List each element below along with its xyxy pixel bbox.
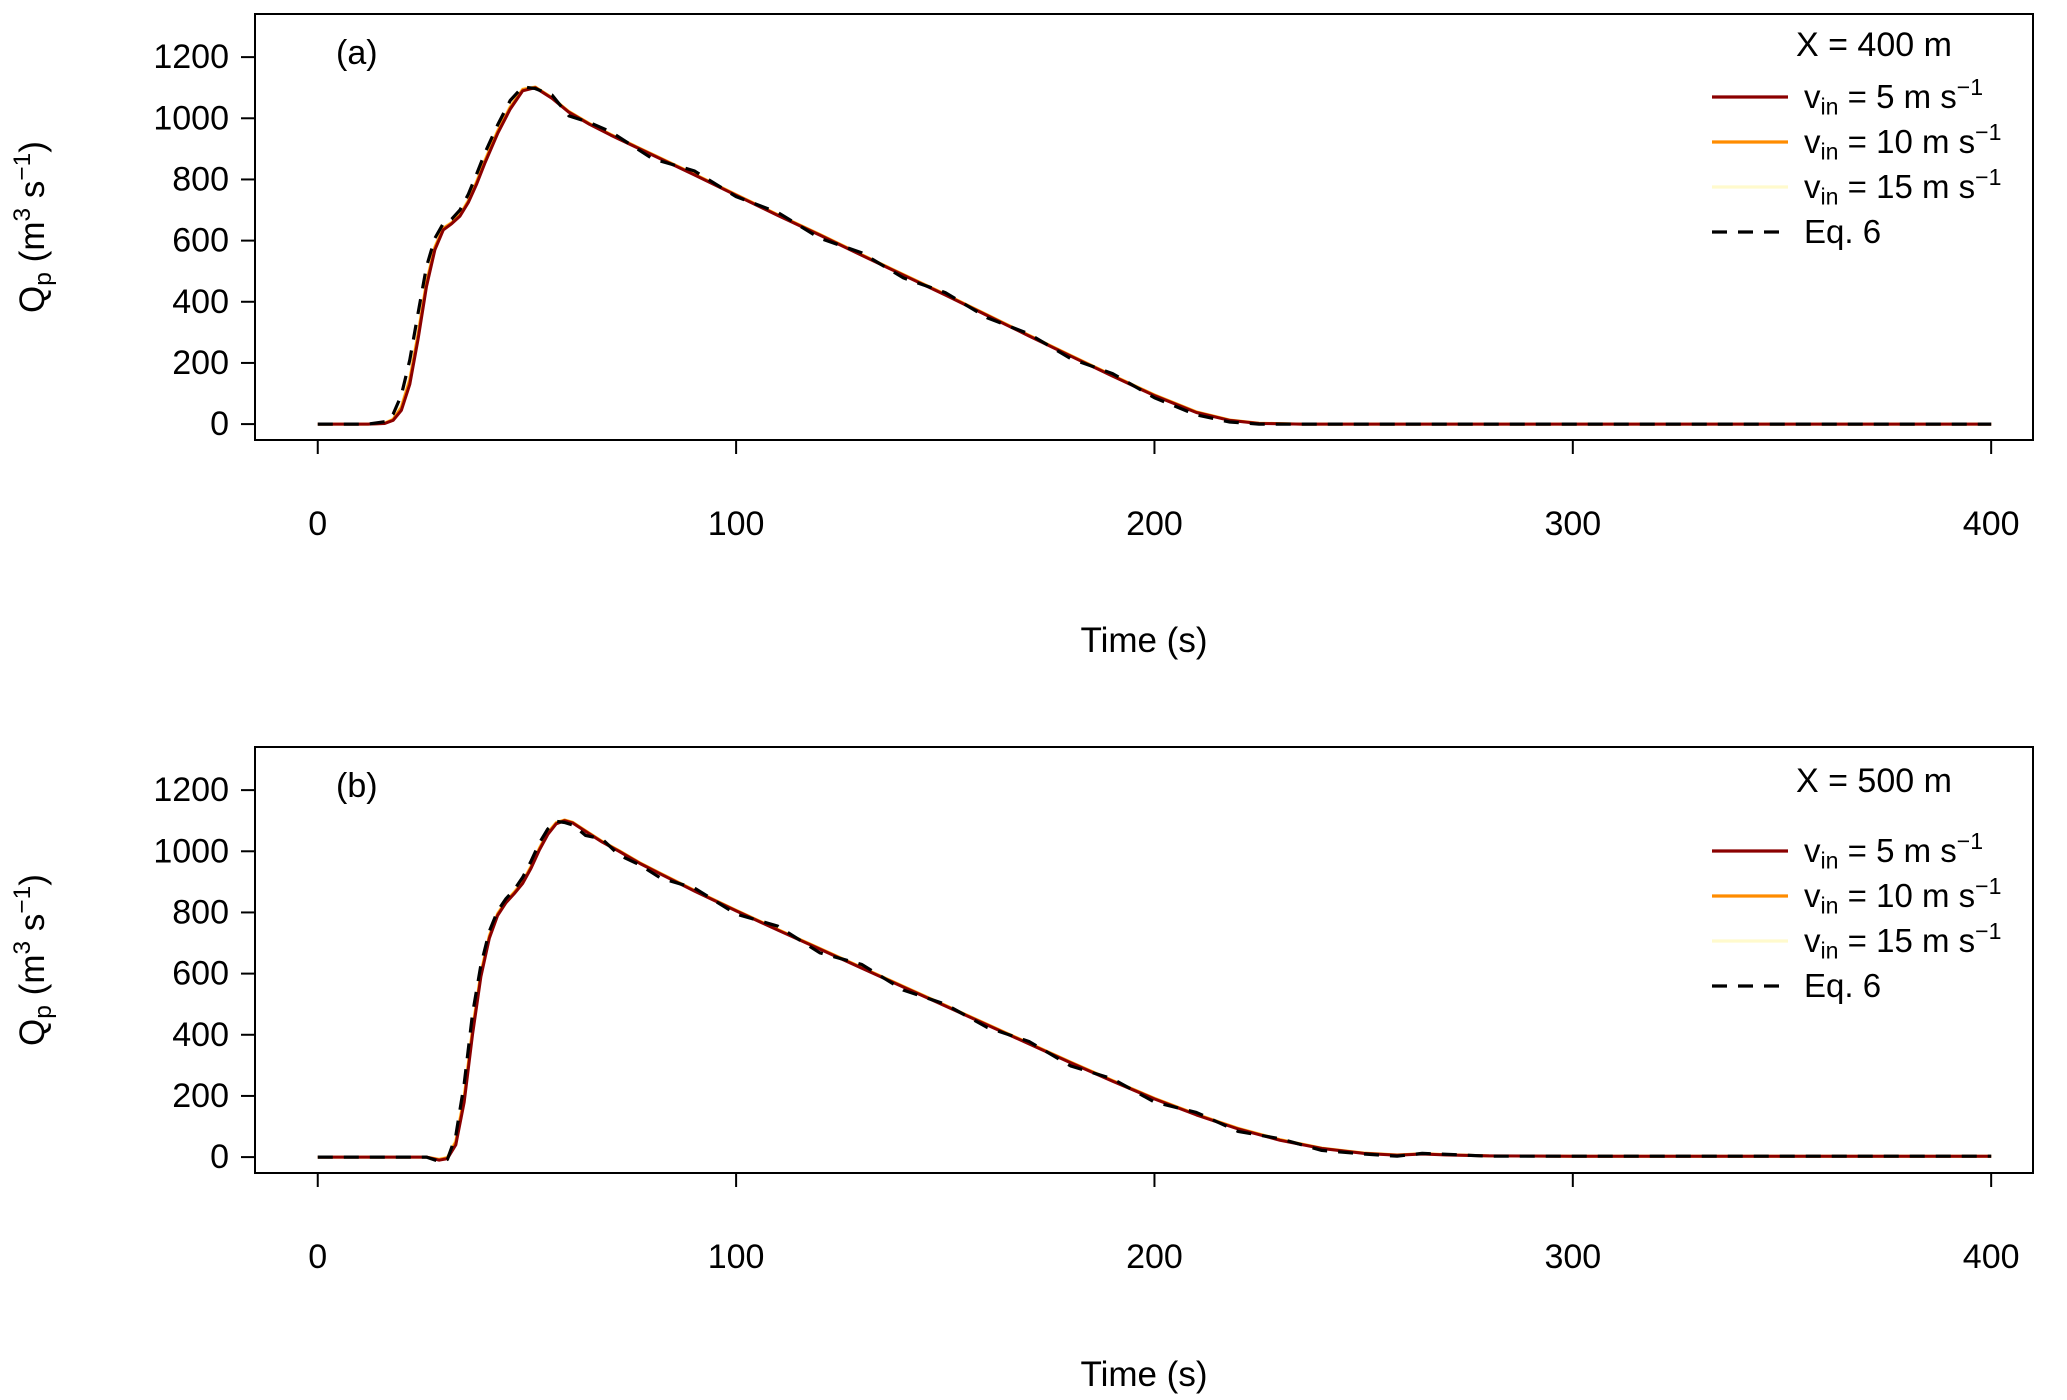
x-tick-label: 400	[1963, 1238, 2020, 1276]
series-line-2	[317, 818, 1992, 1161]
x-tick-label: 0	[308, 505, 327, 543]
hydrograph-chart-b: 0 100 200 300 400 0 200 400 600 800 1000 1200 Time (…	[9, 746, 2034, 1394]
x-tick-label: 200	[1126, 505, 1183, 543]
legend-label: vin = 5 m s−1	[1804, 74, 1983, 120]
plot-border	[254, 13, 2034, 441]
series-line-4	[317, 85, 1992, 426]
x-tick-label: 100	[708, 505, 765, 543]
legend-label: Eq. 6	[1804, 967, 1881, 1004]
y-tick-label: 200	[172, 1077, 229, 1115]
series-line-1	[317, 86, 1992, 426]
series-line-3	[317, 818, 1992, 1161]
x-tick-label: 400	[1963, 505, 2020, 543]
y-axis-title: Qp (m3 s−1)	[9, 141, 57, 313]
x-axis-title: Time (s)	[1080, 1355, 1207, 1394]
y-tick-label: 200	[172, 344, 229, 382]
plot-border	[254, 746, 2034, 1174]
legend-title: X = 500 m	[1796, 762, 1952, 800]
panel-b: 0 100 200 300 400 0 200 400 600 800 1000 1200 Time (…	[0, 700, 2067, 1400]
x-tick-label: 300	[1544, 505, 1601, 543]
y-tick-label: 400	[172, 283, 229, 321]
y-tick-label: 1200	[153, 38, 229, 76]
x-axis: 0 100 200 300 400	[308, 1173, 2020, 1276]
x-tick-label: 0	[308, 1238, 327, 1276]
panel-a: 0 100 200 300 400 0 200 400 600 800 1000 1200 Time (…	[9, 13, 2034, 660]
x-axis: 0 100 200 300 400	[308, 440, 2020, 543]
y-tick-label: 400	[172, 1016, 229, 1054]
series-line-1	[317, 819, 1992, 1162]
series-line-2	[317, 85, 1992, 426]
panel-label: (a)	[336, 34, 378, 72]
panel-label: (b)	[336, 767, 378, 805]
y-tick-label: 1000	[153, 832, 229, 870]
legend-label: vin = 15 m s−1	[1804, 918, 2001, 964]
x-axis-title: Time (s)	[1080, 621, 1207, 660]
series-line-4	[317, 819, 1992, 1163]
series-line-3	[317, 85, 1992, 426]
x-tick-label: 100	[708, 1238, 765, 1276]
y-axis: 0 200 400 600 800 1000 1200	[153, 38, 255, 443]
legend-title: X = 400 m	[1796, 26, 1952, 64]
legend-label: vin = 10 m s−1	[1804, 873, 2001, 919]
y-tick-label: 1200	[153, 771, 229, 809]
y-tick-label: 600	[172, 222, 229, 260]
hydrograph-chart-a: 0 100 200 300 400 0 200 400 600 800 1000 1200 Time (…	[9, 13, 2034, 660]
y-axis-title: Qp (m3 s−1)	[9, 874, 57, 1046]
x-tick-label: 200	[1126, 1238, 1183, 1276]
y-tick-label: 0	[210, 405, 229, 443]
y-tick-label: 0	[210, 1138, 229, 1176]
legend-label: vin = 15 m s−1	[1804, 164, 2001, 210]
legend-label: vin = 5 m s−1	[1804, 828, 1983, 874]
y-axis: 0 200 400 600 800 1000 1200	[153, 771, 255, 1176]
y-tick-label: 800	[172, 160, 229, 198]
x-tick-label: 300	[1544, 1238, 1601, 1276]
y-tick-label: 1000	[153, 99, 229, 137]
legend-label: Eq. 6	[1804, 213, 1881, 250]
y-tick-label: 800	[172, 893, 229, 931]
y-tick-label: 600	[172, 955, 229, 993]
legend-label: vin = 10 m s−1	[1804, 119, 2001, 165]
